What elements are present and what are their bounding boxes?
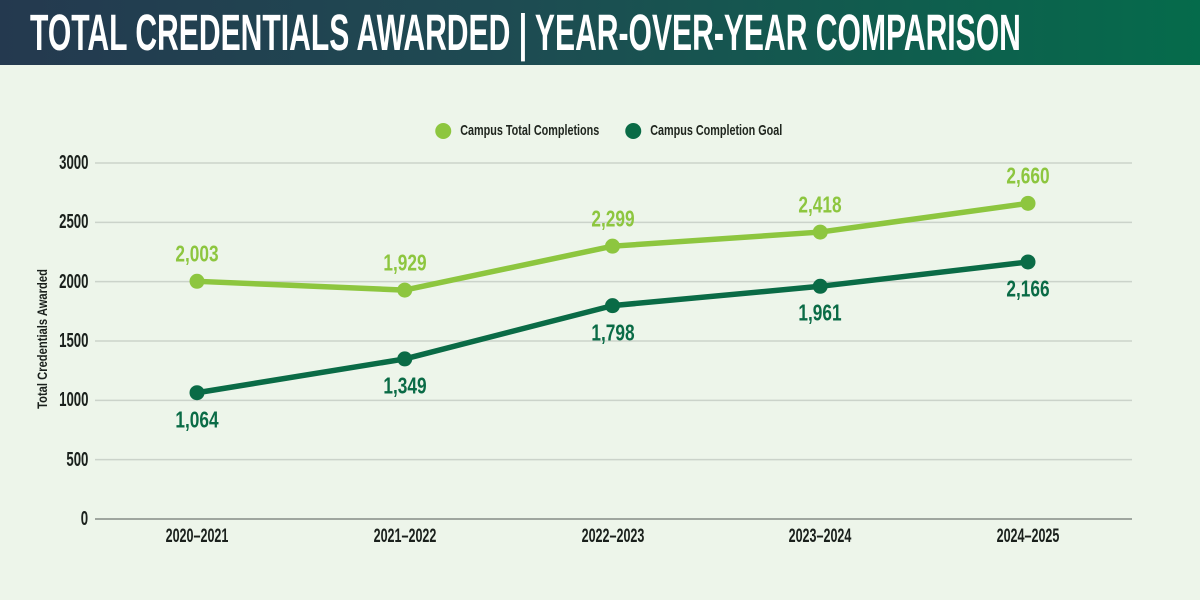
- data-label-text: 1,798: [590, 319, 635, 346]
- y-tick-text: 3000: [58, 152, 88, 174]
- legend-label-text: Campus Total Completions: [460, 122, 600, 139]
- data-point-campus-total-completions-2023-2024[interactable]: [812, 224, 828, 240]
- data-label-text: 1,064: [175, 406, 219, 433]
- legend-label-text: Campus Completion Goal: [650, 122, 783, 139]
- data-point-campus-total-completions-2020-2021[interactable]: [189, 273, 205, 289]
- data-point-campus-total-completions-2024-2025[interactable]: [1020, 195, 1036, 211]
- y-tick-text: 2000: [58, 270, 88, 293]
- header-banner: TOTAL CREDENTIALS AWARDED | YEAR-OVER-YE…: [0, 0, 1200, 65]
- data-point-campus-completion-goal-2021-2022[interactable]: [397, 351, 413, 367]
- x-tick-text: 2023–2024: [788, 526, 852, 547]
- y-tick-label-0: 0: [38, 509, 88, 529]
- legend-dot-icon: [435, 122, 452, 139]
- data-label-campus-total-completions-2024-2025: 2,660: [999, 163, 1057, 190]
- legend-label: Campus Total Completions: [460, 122, 599, 139]
- data-label-text: 2,660: [1006, 162, 1050, 189]
- x-tick-label-2024-2025: 2024–2025: [980, 526, 1075, 548]
- x-tick-text: 2021–2022: [373, 526, 437, 547]
- y-tick-text: 1500: [58, 330, 88, 352]
- data-label-campus-completion-goal-2023-2024: 1,961: [791, 300, 849, 327]
- data-point-campus-completion-goal-2020-2021[interactable]: [189, 385, 205, 401]
- y-tick-label-2000: 2000: [38, 272, 88, 292]
- data-label-campus-total-completions-2020-2021: 2,003: [168, 241, 226, 268]
- data-point-campus-completion-goal-2022-2023[interactable]: [605, 298, 620, 314]
- data-label-text: 2,166: [1006, 275, 1050, 302]
- data-point-campus-completion-goal-2023-2024[interactable]: [812, 278, 828, 294]
- data-label-text: 1,349: [383, 372, 427, 399]
- legend-dot-icon: [625, 122, 642, 139]
- data-point-campus-total-completions-2022-2023[interactable]: [605, 238, 620, 254]
- x-tick-text: 2024–2025: [996, 526, 1060, 547]
- data-label-text: 2,418: [798, 191, 842, 218]
- data-label-campus-total-completions-2021-2022: 1,929: [376, 250, 434, 277]
- y-tick-text: 1000: [58, 389, 88, 412]
- y-tick-text: 0: [80, 508, 88, 530]
- legend-item-campus-total-completions[interactable]: Campus Total Completions: [435, 122, 599, 139]
- data-point-campus-completion-goal-2024-2025[interactable]: [1020, 254, 1036, 270]
- data-label-campus-total-completions-2022-2023: 2,299: [584, 206, 642, 233]
- y-tick-text: 500: [65, 448, 88, 471]
- data-label-campus-completion-goal-2020-2021: 1,064: [168, 406, 226, 433]
- data-label-text: 2,003: [175, 240, 219, 267]
- y-tick-label-2500: 2500: [38, 212, 88, 232]
- x-tick-label-2023-2024: 2023–2024: [773, 526, 868, 548]
- y-tick-text: 2500: [58, 211, 88, 234]
- legend-label: Campus Completion Goal: [650, 122, 782, 139]
- data-label-campus-completion-goal-2022-2023: 1,798: [584, 319, 642, 346]
- y-tick-label-1000: 1000: [38, 390, 88, 410]
- y-tick-label-3000: 3000: [38, 153, 88, 173]
- data-label-campus-completion-goal-2021-2022: 1,349: [376, 372, 434, 399]
- page-title: TOTAL CREDENTIALS AWARDED | YEAR-OVER-YE…: [30, 4, 1021, 61]
- data-label-campus-completion-goal-2024-2025: 2,166: [999, 275, 1057, 302]
- data-label-text: 1,929: [383, 249, 427, 276]
- x-tick-label-2021-2022: 2021–2022: [357, 526, 452, 548]
- data-label-campus-total-completions-2023-2024: 2,418: [791, 192, 849, 219]
- x-tick-text: 2020–2021: [165, 526, 229, 547]
- legend-item-campus-completion-goal[interactable]: Campus Completion Goal: [625, 122, 782, 139]
- y-tick-label-1500: 1500: [38, 331, 88, 351]
- x-tick-label-2022-2023: 2022–2023: [565, 526, 660, 548]
- x-tick-text: 2022–2023: [581, 526, 644, 547]
- y-tick-label-500: 500: [38, 450, 88, 470]
- data-label-text: 1,961: [798, 299, 842, 326]
- page-title-row: TOTAL CREDENTIALS AWARDED | YEAR-OVER-YE…: [0, 0, 1200, 65]
- x-tick-label-2020-2021: 2020–2021: [149, 526, 244, 548]
- legend: Campus Total Completions Campus Completio…: [435, 122, 783, 139]
- data-point-campus-total-completions-2021-2022[interactable]: [397, 282, 413, 298]
- data-label-text: 2,299: [590, 205, 635, 232]
